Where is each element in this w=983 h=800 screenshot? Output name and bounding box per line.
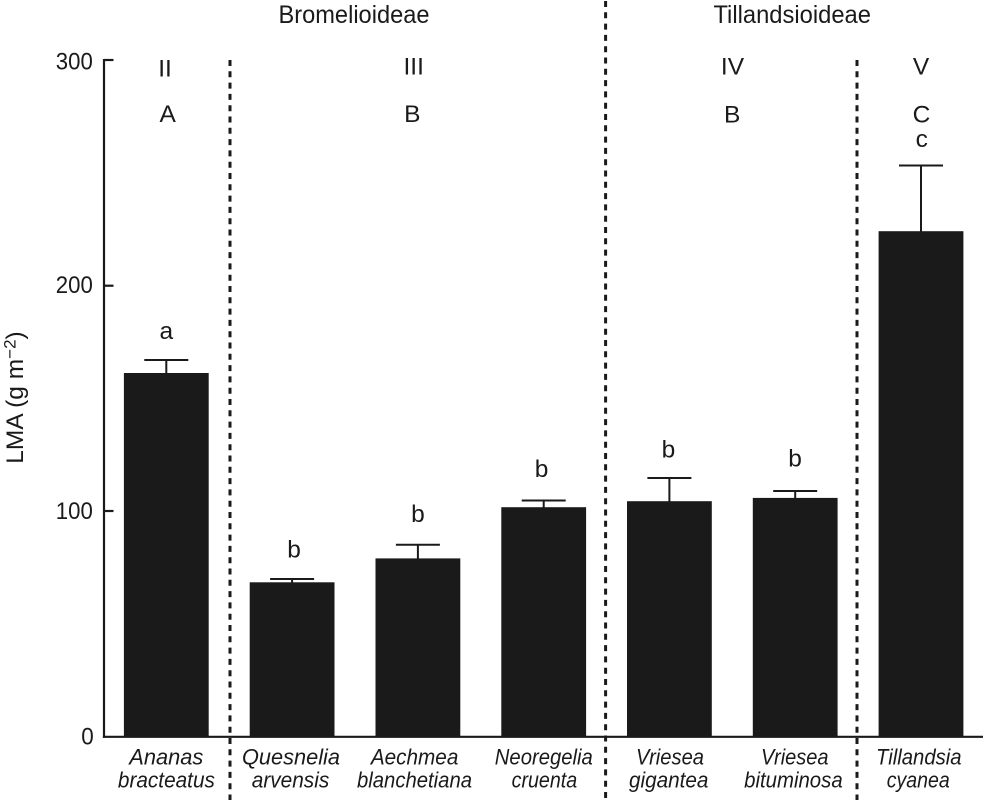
svg-text:b: b bbox=[788, 446, 802, 473]
svg-text:Quesnelia: Quesnelia bbox=[242, 745, 340, 770]
svg-text:II: II bbox=[158, 55, 172, 82]
svg-text:Bromelioideae: Bromelioideae bbox=[279, 1, 430, 29]
svg-text:0: 0 bbox=[81, 724, 94, 751]
svg-text:cyanea: cyanea bbox=[887, 767, 950, 792]
svg-text:C: C bbox=[913, 101, 931, 128]
svg-text:b: b bbox=[411, 501, 425, 528]
svg-text:A: A bbox=[160, 101, 177, 128]
svg-text:Tillandsia: Tillandsia bbox=[876, 745, 962, 770]
svg-text:III: III bbox=[403, 53, 423, 80]
svg-text:b: b bbox=[287, 537, 301, 564]
svg-text:cruenta: cruenta bbox=[512, 767, 578, 792]
svg-text:LMA (g m−2): LMA (g m−2) bbox=[1, 331, 30, 463]
svg-text:arvensis: arvensis bbox=[252, 767, 330, 792]
svg-text:c: c bbox=[916, 126, 928, 153]
svg-text:IV: IV bbox=[721, 54, 745, 81]
svg-text:bracteatus: bracteatus bbox=[118, 767, 215, 792]
svg-text:b: b bbox=[662, 437, 676, 464]
svg-text:gigantea: gigantea bbox=[629, 767, 709, 792]
svg-text:Vriesea: Vriesea bbox=[636, 745, 704, 770]
svg-text:200: 200 bbox=[56, 272, 93, 299]
svg-text:Neoregelia: Neoregelia bbox=[495, 745, 593, 770]
svg-text:bituminosa: bituminosa bbox=[744, 767, 843, 792]
svg-text:V: V bbox=[913, 54, 930, 81]
svg-text:Vriesea: Vriesea bbox=[761, 745, 829, 770]
svg-text:Ananas: Ananas bbox=[127, 745, 203, 770]
svg-text:a: a bbox=[159, 318, 173, 345]
svg-text:B: B bbox=[404, 101, 420, 128]
svg-text:blanchetiana: blanchetiana bbox=[357, 767, 472, 792]
svg-text:100: 100 bbox=[56, 498, 93, 525]
svg-text:300: 300 bbox=[56, 49, 93, 76]
svg-text:Aechmea: Aechmea bbox=[369, 745, 458, 770]
svg-text:Tillandsioideae: Tillandsioideae bbox=[713, 1, 871, 29]
svg-text:b: b bbox=[535, 456, 549, 483]
svg-text:B: B bbox=[724, 101, 740, 128]
